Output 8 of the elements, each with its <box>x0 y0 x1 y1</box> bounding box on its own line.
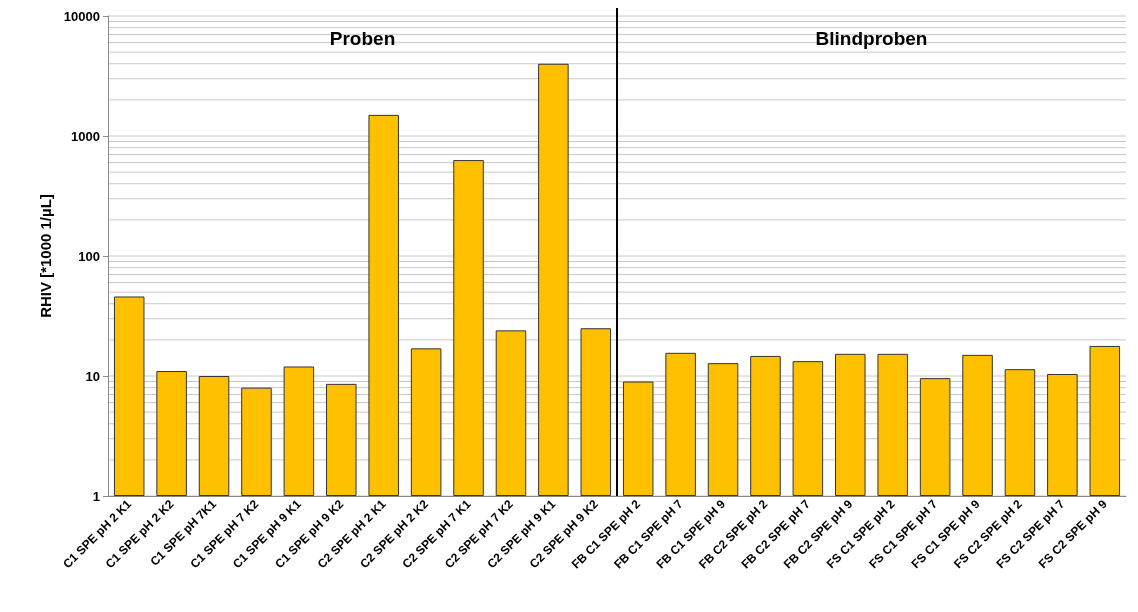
y-tick-label: 1000 <box>71 128 100 144</box>
annotation: Proben <box>329 27 396 49</box>
y-tick-label: 100 <box>78 248 100 264</box>
y-tick-label: 10 <box>85 368 100 384</box>
y-axis-title: RHIV [*1000 1/µL] <box>36 194 54 318</box>
y-tick-label: 10000 <box>63 8 100 24</box>
y-tick-label: 1 <box>92 488 100 504</box>
annotation: Blindproben <box>815 27 928 49</box>
